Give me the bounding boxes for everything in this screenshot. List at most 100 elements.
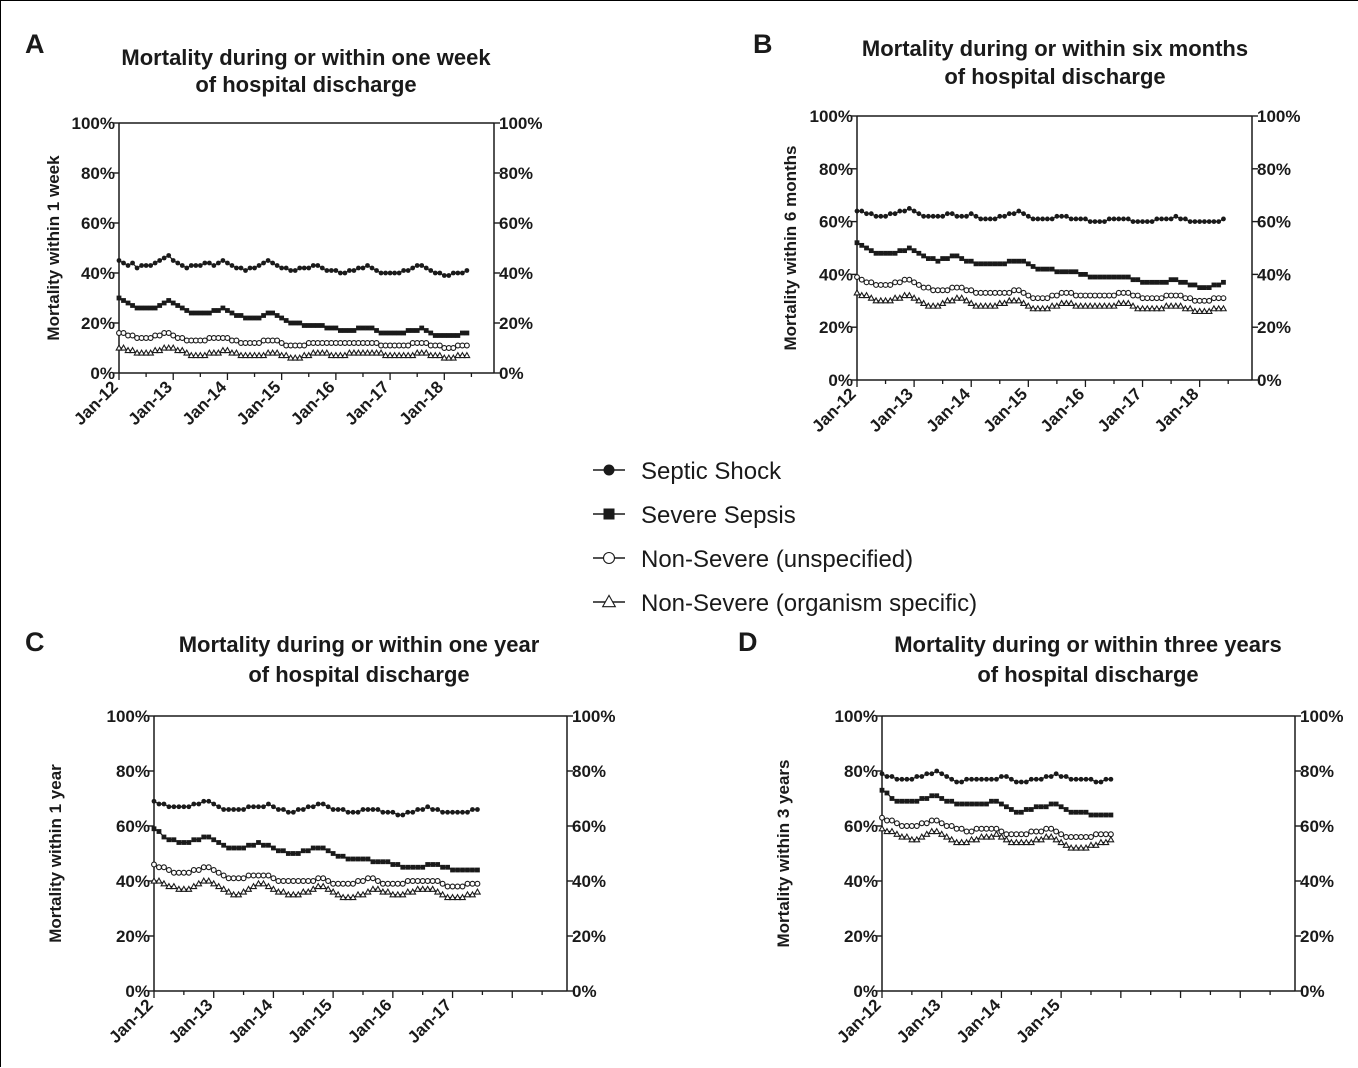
data-point bbox=[925, 256, 931, 261]
data-point bbox=[365, 325, 370, 331]
data-point bbox=[1102, 831, 1109, 838]
data-point bbox=[884, 817, 890, 824]
data-point bbox=[940, 213, 946, 219]
data-point bbox=[193, 263, 199, 268]
data-point bbox=[320, 801, 326, 807]
data-point bbox=[1040, 266, 1046, 272]
data-point bbox=[940, 256, 946, 261]
data-point bbox=[254, 879, 263, 887]
data-point bbox=[325, 804, 331, 810]
data-point bbox=[1153, 304, 1161, 312]
data-point bbox=[978, 825, 985, 832]
data-point bbox=[1083, 834, 1089, 840]
data-point bbox=[202, 310, 208, 316]
data-point bbox=[1191, 307, 1199, 314]
data-point bbox=[1125, 216, 1131, 222]
data-point bbox=[992, 289, 998, 296]
data-point bbox=[174, 346, 182, 354]
data-point bbox=[943, 823, 950, 829]
data-point bbox=[1020, 289, 1027, 296]
data-point bbox=[378, 330, 384, 336]
data-point bbox=[211, 801, 217, 807]
data-point bbox=[319, 882, 327, 890]
y-tick-label-left: 0% bbox=[125, 982, 150, 1001]
y-tick-label-right: 100% bbox=[1300, 707, 1343, 726]
data-point bbox=[938, 830, 946, 837]
data-point bbox=[270, 260, 276, 266]
data-point bbox=[1092, 292, 1098, 299]
data-point bbox=[1087, 292, 1094, 299]
data-point bbox=[241, 807, 246, 812]
data-point bbox=[864, 211, 869, 217]
data-point bbox=[1105, 302, 1113, 309]
data-point bbox=[935, 213, 941, 219]
data-point bbox=[119, 343, 128, 351]
data-point bbox=[215, 308, 221, 313]
data-point bbox=[1201, 297, 1208, 304]
data-point bbox=[196, 837, 202, 843]
x-tick-label: Jan-17 bbox=[404, 995, 456, 1047]
data-point bbox=[364, 887, 372, 895]
data-point bbox=[1211, 219, 1217, 225]
data-point bbox=[1221, 279, 1226, 285]
data-point bbox=[282, 351, 290, 359]
data-point bbox=[1149, 219, 1155, 225]
data-point bbox=[954, 253, 960, 259]
data-point bbox=[908, 835, 916, 843]
data-point bbox=[384, 880, 391, 887]
legend: Septic Shock Severe Sepsis Non-Severe (uns… bbox=[593, 458, 977, 617]
data-point bbox=[918, 820, 925, 827]
data-point bbox=[356, 265, 361, 271]
x-tick-label: Jan-14 bbox=[179, 377, 231, 429]
data-point bbox=[964, 801, 969, 807]
data-point bbox=[469, 880, 476, 887]
data-point bbox=[160, 343, 168, 351]
data-point bbox=[1011, 287, 1017, 294]
data-point bbox=[165, 330, 172, 336]
data-point bbox=[962, 296, 971, 304]
data-point bbox=[1015, 296, 1023, 304]
data-point bbox=[300, 351, 308, 359]
data-point bbox=[151, 826, 157, 832]
data-point bbox=[424, 878, 431, 884]
data-point bbox=[399, 880, 406, 887]
data-point bbox=[1163, 216, 1169, 222]
data-point bbox=[470, 867, 475, 873]
data-point bbox=[387, 330, 393, 336]
data-point bbox=[137, 348, 146, 356]
data-point bbox=[864, 245, 869, 251]
data-point bbox=[939, 796, 945, 801]
data-point bbox=[881, 296, 890, 304]
data-point bbox=[337, 328, 343, 333]
data-point bbox=[938, 820, 945, 827]
series-square-filled bbox=[116, 295, 470, 338]
data-point bbox=[935, 258, 941, 264]
data-point bbox=[925, 213, 931, 219]
data-point bbox=[1073, 216, 1079, 222]
data-point bbox=[1073, 834, 1080, 840]
data-point bbox=[434, 878, 441, 884]
data-point bbox=[274, 887, 283, 895]
data-point bbox=[176, 804, 182, 810]
data-point bbox=[883, 250, 888, 256]
data-point bbox=[252, 265, 257, 271]
data-point bbox=[1028, 807, 1034, 812]
data-point bbox=[919, 796, 925, 801]
data-point bbox=[1163, 279, 1169, 285]
data-point bbox=[1139, 295, 1146, 302]
data-point bbox=[401, 268, 407, 273]
data-point bbox=[867, 294, 875, 301]
y-tick-label-left: 100% bbox=[835, 707, 878, 726]
data-point bbox=[868, 211, 874, 217]
data-point bbox=[415, 864, 421, 870]
data-point bbox=[219, 346, 227, 354]
data-point bbox=[1077, 292, 1084, 299]
data-point bbox=[236, 845, 241, 851]
y-tick-label-left: 40% bbox=[844, 872, 878, 891]
data-point bbox=[239, 887, 248, 895]
legend-marker bbox=[601, 594, 617, 608]
data-point bbox=[1144, 295, 1151, 302]
data-point bbox=[977, 289, 984, 296]
data-point bbox=[978, 216, 984, 222]
data-point bbox=[193, 310, 199, 316]
